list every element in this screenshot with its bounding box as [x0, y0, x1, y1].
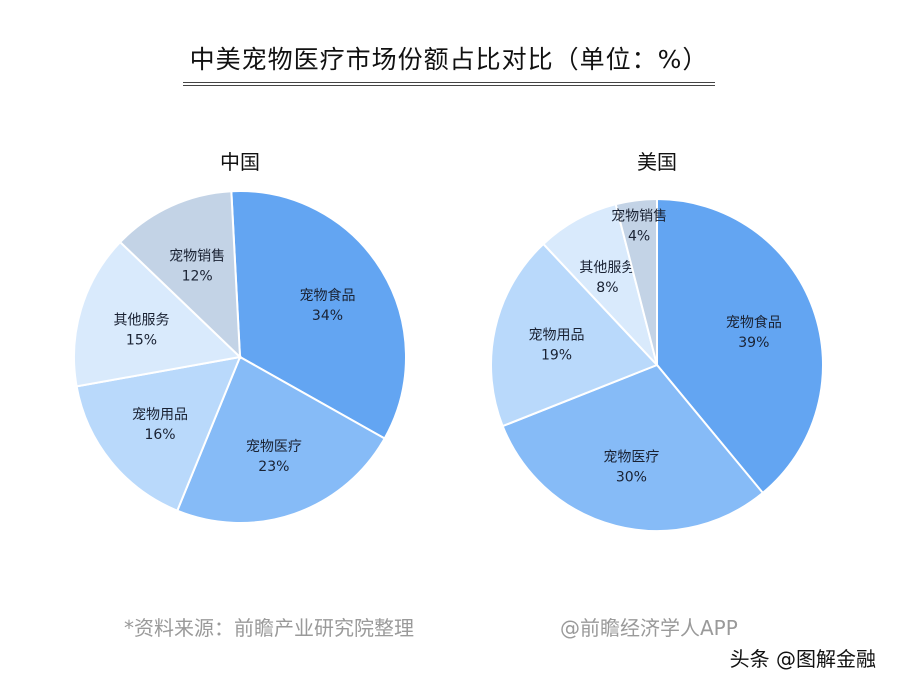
svg-text:15%: 15% [126, 332, 157, 348]
svg-text:宠物用品: 宠物用品 [529, 328, 585, 344]
svg-text:宠物医疗: 宠物医疗 [603, 450, 659, 466]
slice-label: 宠物食品 39% [726, 314, 782, 351]
slice-label: 宠物用品 19% [529, 328, 585, 364]
pie-slice [614, 197, 658, 366]
slice-label: 其他服务 15% [113, 312, 169, 348]
svg-text:宠物销售: 宠物销售 [169, 248, 225, 264]
svg-text:34%: 34% [312, 308, 343, 324]
publisher-credit: @前瞻经济学人APP [560, 616, 738, 640]
chart-title: 中美宠物医疗市场份额占比对比（单位：%） [189, 45, 709, 74]
svg-text:宠物销售: 宠物销售 [611, 208, 667, 224]
slice-label: 宠物用品 16% [132, 407, 188, 443]
slice-label: 其他服务 8% [579, 260, 635, 296]
svg-text:8%: 8% [596, 280, 618, 296]
china-subtitle: 中国 [220, 150, 260, 174]
svg-text:宠物食品: 宠物食品 [726, 314, 782, 331]
svg-text:30%: 30% [616, 470, 647, 486]
slice-label: 宠物销售 12% [169, 248, 225, 284]
svg-text:19%: 19% [541, 348, 572, 364]
pie-slice [490, 242, 659, 428]
pie-slice [175, 355, 386, 524]
pie-slice [118, 190, 242, 360]
slice-label: 宠物食品 34% [299, 287, 355, 324]
svg-text:宠物食品: 宠物食品 [299, 287, 355, 304]
title-underline-bottom [183, 85, 715, 86]
pie-slice [73, 240, 243, 388]
svg-text:其他服务: 其他服务 [113, 312, 169, 328]
title-underline-top [183, 82, 715, 83]
pie-slice [501, 363, 765, 532]
watermark: 头条 @图解金融 [729, 647, 876, 671]
svg-text:4%: 4% [628, 228, 650, 244]
svg-text:其他服务: 其他服务 [579, 260, 635, 276]
svg-text:39%: 39% [738, 335, 769, 351]
svg-text:宠物用品: 宠物用品 [132, 407, 188, 423]
svg-text:16%: 16% [144, 427, 175, 443]
pie-slice [656, 197, 824, 495]
slice-label: 宠物医疗 30% [603, 450, 659, 486]
slice-label: 宠物医疗 23% [246, 439, 302, 475]
svg-text:宠物医疗: 宠物医疗 [246, 439, 302, 455]
svg-text:12%: 12% [182, 268, 213, 284]
us-subtitle: 美国 [637, 150, 677, 174]
data-source-note: *资料来源：前瞻产业研究院整理 [124, 616, 414, 640]
svg-text:23%: 23% [258, 459, 289, 475]
pie-slice [75, 355, 242, 512]
slice-label: 宠物销售 4% [611, 208, 667, 244]
